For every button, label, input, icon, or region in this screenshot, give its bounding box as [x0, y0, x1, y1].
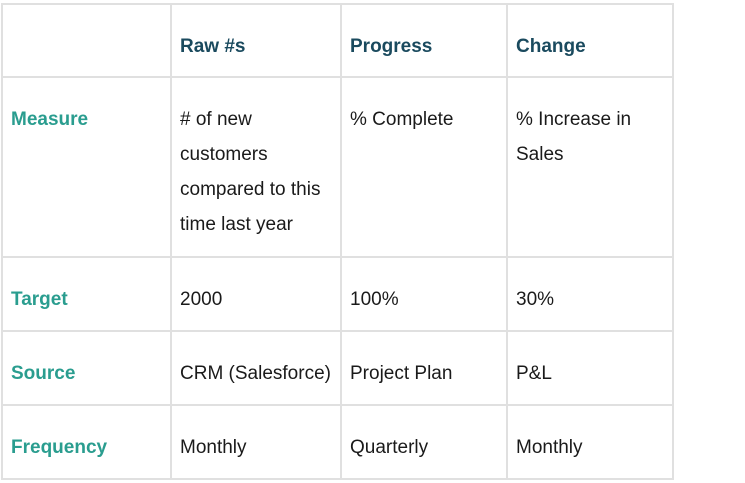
row-label-measure: Measure	[1, 76, 172, 258]
header-cell-empty	[1, 3, 172, 78]
row-label-target: Target	[1, 256, 172, 332]
table-cell: % Complete	[340, 76, 508, 258]
table-row: Target 2000 100% 30%	[1, 256, 674, 332]
table-row: Frequency Monthly Quarterly Monthly	[1, 404, 674, 480]
header-cell-raw: Raw #s	[170, 3, 342, 78]
table-cell: P&L	[506, 330, 674, 406]
table-cell: Project Plan	[340, 330, 508, 406]
row-label-frequency: Frequency	[1, 404, 172, 480]
header-cell-change: Change	[506, 3, 674, 78]
table-cell: 2000	[170, 256, 342, 332]
table-cell: Quarterly	[340, 404, 508, 480]
table-cell: CRM (Salesforce)	[170, 330, 342, 406]
metrics-table: Raw #s Progress Change Measure # of new …	[1, 3, 674, 480]
metrics-table-container: Raw #s Progress Change Measure # of new …	[1, 3, 674, 480]
header-cell-progress: Progress	[340, 3, 508, 78]
table-header-row: Raw #s Progress Change	[1, 3, 674, 78]
row-label-source: Source	[1, 330, 172, 406]
table-row: Source CRM (Salesforce) Project Plan P&L	[1, 330, 674, 406]
table-cell: Monthly	[170, 404, 342, 480]
table-cell: # of new customers compared to this time…	[170, 76, 342, 258]
table-row: Measure # of new customers compared to t…	[1, 76, 674, 258]
table-cell: 100%	[340, 256, 508, 332]
table-cell: Monthly	[506, 404, 674, 480]
table-cell: % Increase in Sales	[506, 76, 674, 258]
table-cell: 30%	[506, 256, 674, 332]
